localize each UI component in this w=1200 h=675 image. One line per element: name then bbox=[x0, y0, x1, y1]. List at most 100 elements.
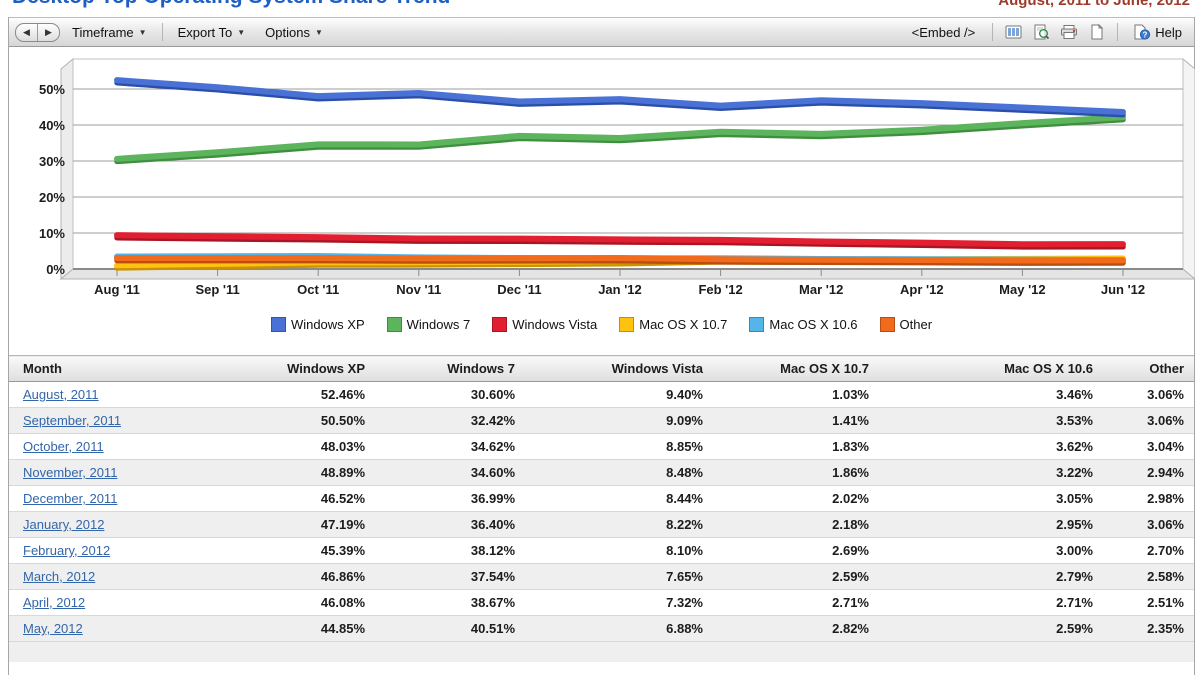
embed-button[interactable]: <Embed /> bbox=[904, 22, 984, 43]
legend-swatch bbox=[386, 316, 402, 332]
column-header[interactable]: Mac OS X 10.7 bbox=[713, 355, 879, 382]
share-table: Month Windows XP Windows 7 Windows Vista Mac… bbox=[9, 355, 1194, 641]
toolbar-separator bbox=[161, 23, 163, 41]
legend-swatch bbox=[879, 316, 895, 332]
back-button[interactable]: ◀ bbox=[16, 23, 38, 41]
chart-section: 0% 10% 20% 30% 40% 50% Aug '11 Sep '11 Oct '11 No… bbox=[9, 47, 1195, 355]
help-icon: ? bbox=[1134, 24, 1151, 40]
export-label: Export To bbox=[177, 24, 233, 40]
column-header[interactable]: Other bbox=[1103, 355, 1194, 382]
clipped-next-row bbox=[9, 641, 1194, 662]
month-link[interactable]: May, 2012 bbox=[23, 621, 83, 636]
toolbar-separator bbox=[992, 23, 994, 41]
Other-line bbox=[114, 254, 1126, 264]
month-cell: March, 2012 bbox=[9, 563, 255, 590]
share-cell: 3.53% bbox=[879, 407, 1103, 434]
table-row: September, 2011 50.50% 32.42% 9.09% 1.41% 3.5… bbox=[9, 407, 1194, 434]
column-header[interactable]: Windows Vista bbox=[525, 355, 713, 382]
page-icon bbox=[1091, 24, 1104, 40]
new-page-button[interactable] bbox=[1086, 22, 1108, 42]
print-button[interactable] bbox=[1058, 22, 1080, 42]
share-cell: 2.18% bbox=[713, 511, 879, 538]
svg-text:?: ? bbox=[1143, 31, 1148, 40]
share-cell: 44.85% bbox=[255, 615, 375, 641]
columns-button[interactable] bbox=[1002, 22, 1024, 42]
x-axis-label: Sep '11 bbox=[195, 282, 239, 297]
share-cell: 8.10% bbox=[525, 537, 713, 564]
options-menu[interactable]: Options ▼ bbox=[257, 22, 331, 43]
share-cell: 3.06% bbox=[1103, 407, 1194, 434]
legend-label: Mac OS X 10.7 bbox=[639, 316, 728, 332]
share-cell: 3.22% bbox=[879, 459, 1103, 486]
share-cell: 3.06% bbox=[1103, 381, 1194, 408]
month-link[interactable]: December, 2011 bbox=[23, 491, 118, 506]
page-title-strip: Desktop Top Operating System Share Trend… bbox=[0, 0, 1200, 17]
share-cell: 1.03% bbox=[713, 381, 879, 408]
forward-button[interactable]: ▶ bbox=[38, 24, 59, 41]
month-link[interactable]: October, 2011 bbox=[23, 439, 104, 454]
share-cell: 2.95% bbox=[879, 511, 1103, 538]
printer-icon bbox=[1061, 25, 1078, 39]
month-link[interactable]: April, 2012 bbox=[23, 595, 86, 610]
y-axis-label: 40% bbox=[39, 118, 65, 133]
columns-icon bbox=[1005, 25, 1022, 39]
y-axis-label: 20% bbox=[39, 190, 65, 205]
month-link[interactable]: January, 2012 bbox=[23, 517, 105, 532]
forward-icon: ▶ bbox=[45, 26, 52, 37]
share-cell: 2.35% bbox=[1103, 615, 1194, 641]
share-cell: 46.86% bbox=[255, 563, 375, 590]
column-header[interactable]: Windows XP bbox=[255, 355, 375, 382]
month-link[interactable]: March, 2012 bbox=[23, 569, 96, 584]
help-button[interactable]: ? Help bbox=[1127, 22, 1188, 42]
share-cell: 48.89% bbox=[255, 459, 375, 486]
y-axis-label: 30% bbox=[39, 154, 65, 169]
month-link[interactable]: August, 2011 bbox=[23, 387, 99, 402]
share-cell: 46.08% bbox=[255, 589, 375, 616]
month-link[interactable]: September, 2011 bbox=[23, 413, 122, 428]
month-cell: December, 2011 bbox=[9, 485, 255, 512]
share-cell: 36.40% bbox=[375, 511, 525, 538]
share-cell: 50.50% bbox=[255, 407, 375, 434]
legend-item: Mac OS X 10.7 bbox=[619, 316, 728, 332]
share-cell: 9.40% bbox=[525, 381, 713, 408]
table-row: November, 2011 48.89% 34.60% 8.48% 1.86% 3.22… bbox=[9, 459, 1194, 486]
options-label: Options bbox=[265, 24, 310, 40]
month-link[interactable]: February, 2012 bbox=[23, 543, 111, 558]
share-cell: 8.85% bbox=[525, 433, 713, 460]
os-share-line-chart: 0% 10% 20% 30% 40% 50% Aug '11 Sep '11 Oct '11 No… bbox=[39, 57, 1195, 297]
share-cell: 6.88% bbox=[525, 615, 713, 641]
share-cell: 9.09% bbox=[525, 407, 713, 434]
share-cell: 2.59% bbox=[713, 563, 879, 590]
month-cell: August, 2011 bbox=[9, 381, 255, 408]
export-to-menu[interactable]: Export To ▼ bbox=[170, 22, 254, 43]
share-cell: 1.41% bbox=[713, 407, 879, 434]
preview-icon bbox=[1034, 24, 1049, 40]
chart-legend: Windows XP Windows 7 Windows Vista Mac OS X… bbox=[9, 309, 1194, 339]
legend-label: Other bbox=[899, 316, 933, 332]
share-cell: 3.00% bbox=[879, 537, 1103, 564]
share-cell: 30.60% bbox=[375, 381, 525, 408]
table-row: February, 2012 45.39% 38.12% 8.10% 2.69% 3.00… bbox=[9, 537, 1194, 564]
share-cell: 2.51% bbox=[1103, 589, 1194, 616]
legend-label: Mac OS X 10.6 bbox=[769, 316, 858, 332]
print-preview-button[interactable] bbox=[1030, 22, 1052, 42]
share-cell: 38.67% bbox=[375, 589, 525, 616]
timeframe-menu[interactable]: Timeframe ▼ bbox=[64, 22, 155, 43]
right-wall bbox=[1182, 57, 1195, 280]
legend-item: Windows XP bbox=[270, 316, 365, 332]
page-title: Desktop Top Operating System Share Trend bbox=[12, 0, 450, 9]
table-row: April, 2012 46.08% 38.67% 7.32% 2.71% 2.71% 2.… bbox=[9, 589, 1194, 616]
column-header[interactable]: Windows 7 bbox=[375, 355, 525, 382]
nav-pill: ◀ ▶ bbox=[15, 22, 60, 42]
share-cell: 2.98% bbox=[1103, 485, 1194, 512]
chevron-down-icon: ▼ bbox=[138, 27, 147, 37]
column-header[interactable]: Month bbox=[9, 355, 255, 382]
Windows Vista-line bbox=[114, 232, 1126, 248]
legend-label: Windows Vista bbox=[512, 316, 598, 332]
month-link[interactable]: November, 2011 bbox=[23, 465, 118, 480]
x-axis-label: Feb '12 bbox=[698, 282, 742, 297]
share-cell: 40.51% bbox=[375, 615, 525, 641]
y-axis-label: 10% bbox=[39, 226, 65, 241]
share-cell: 1.83% bbox=[713, 433, 879, 460]
column-header[interactable]: Mac OS X 10.6 bbox=[879, 355, 1103, 382]
